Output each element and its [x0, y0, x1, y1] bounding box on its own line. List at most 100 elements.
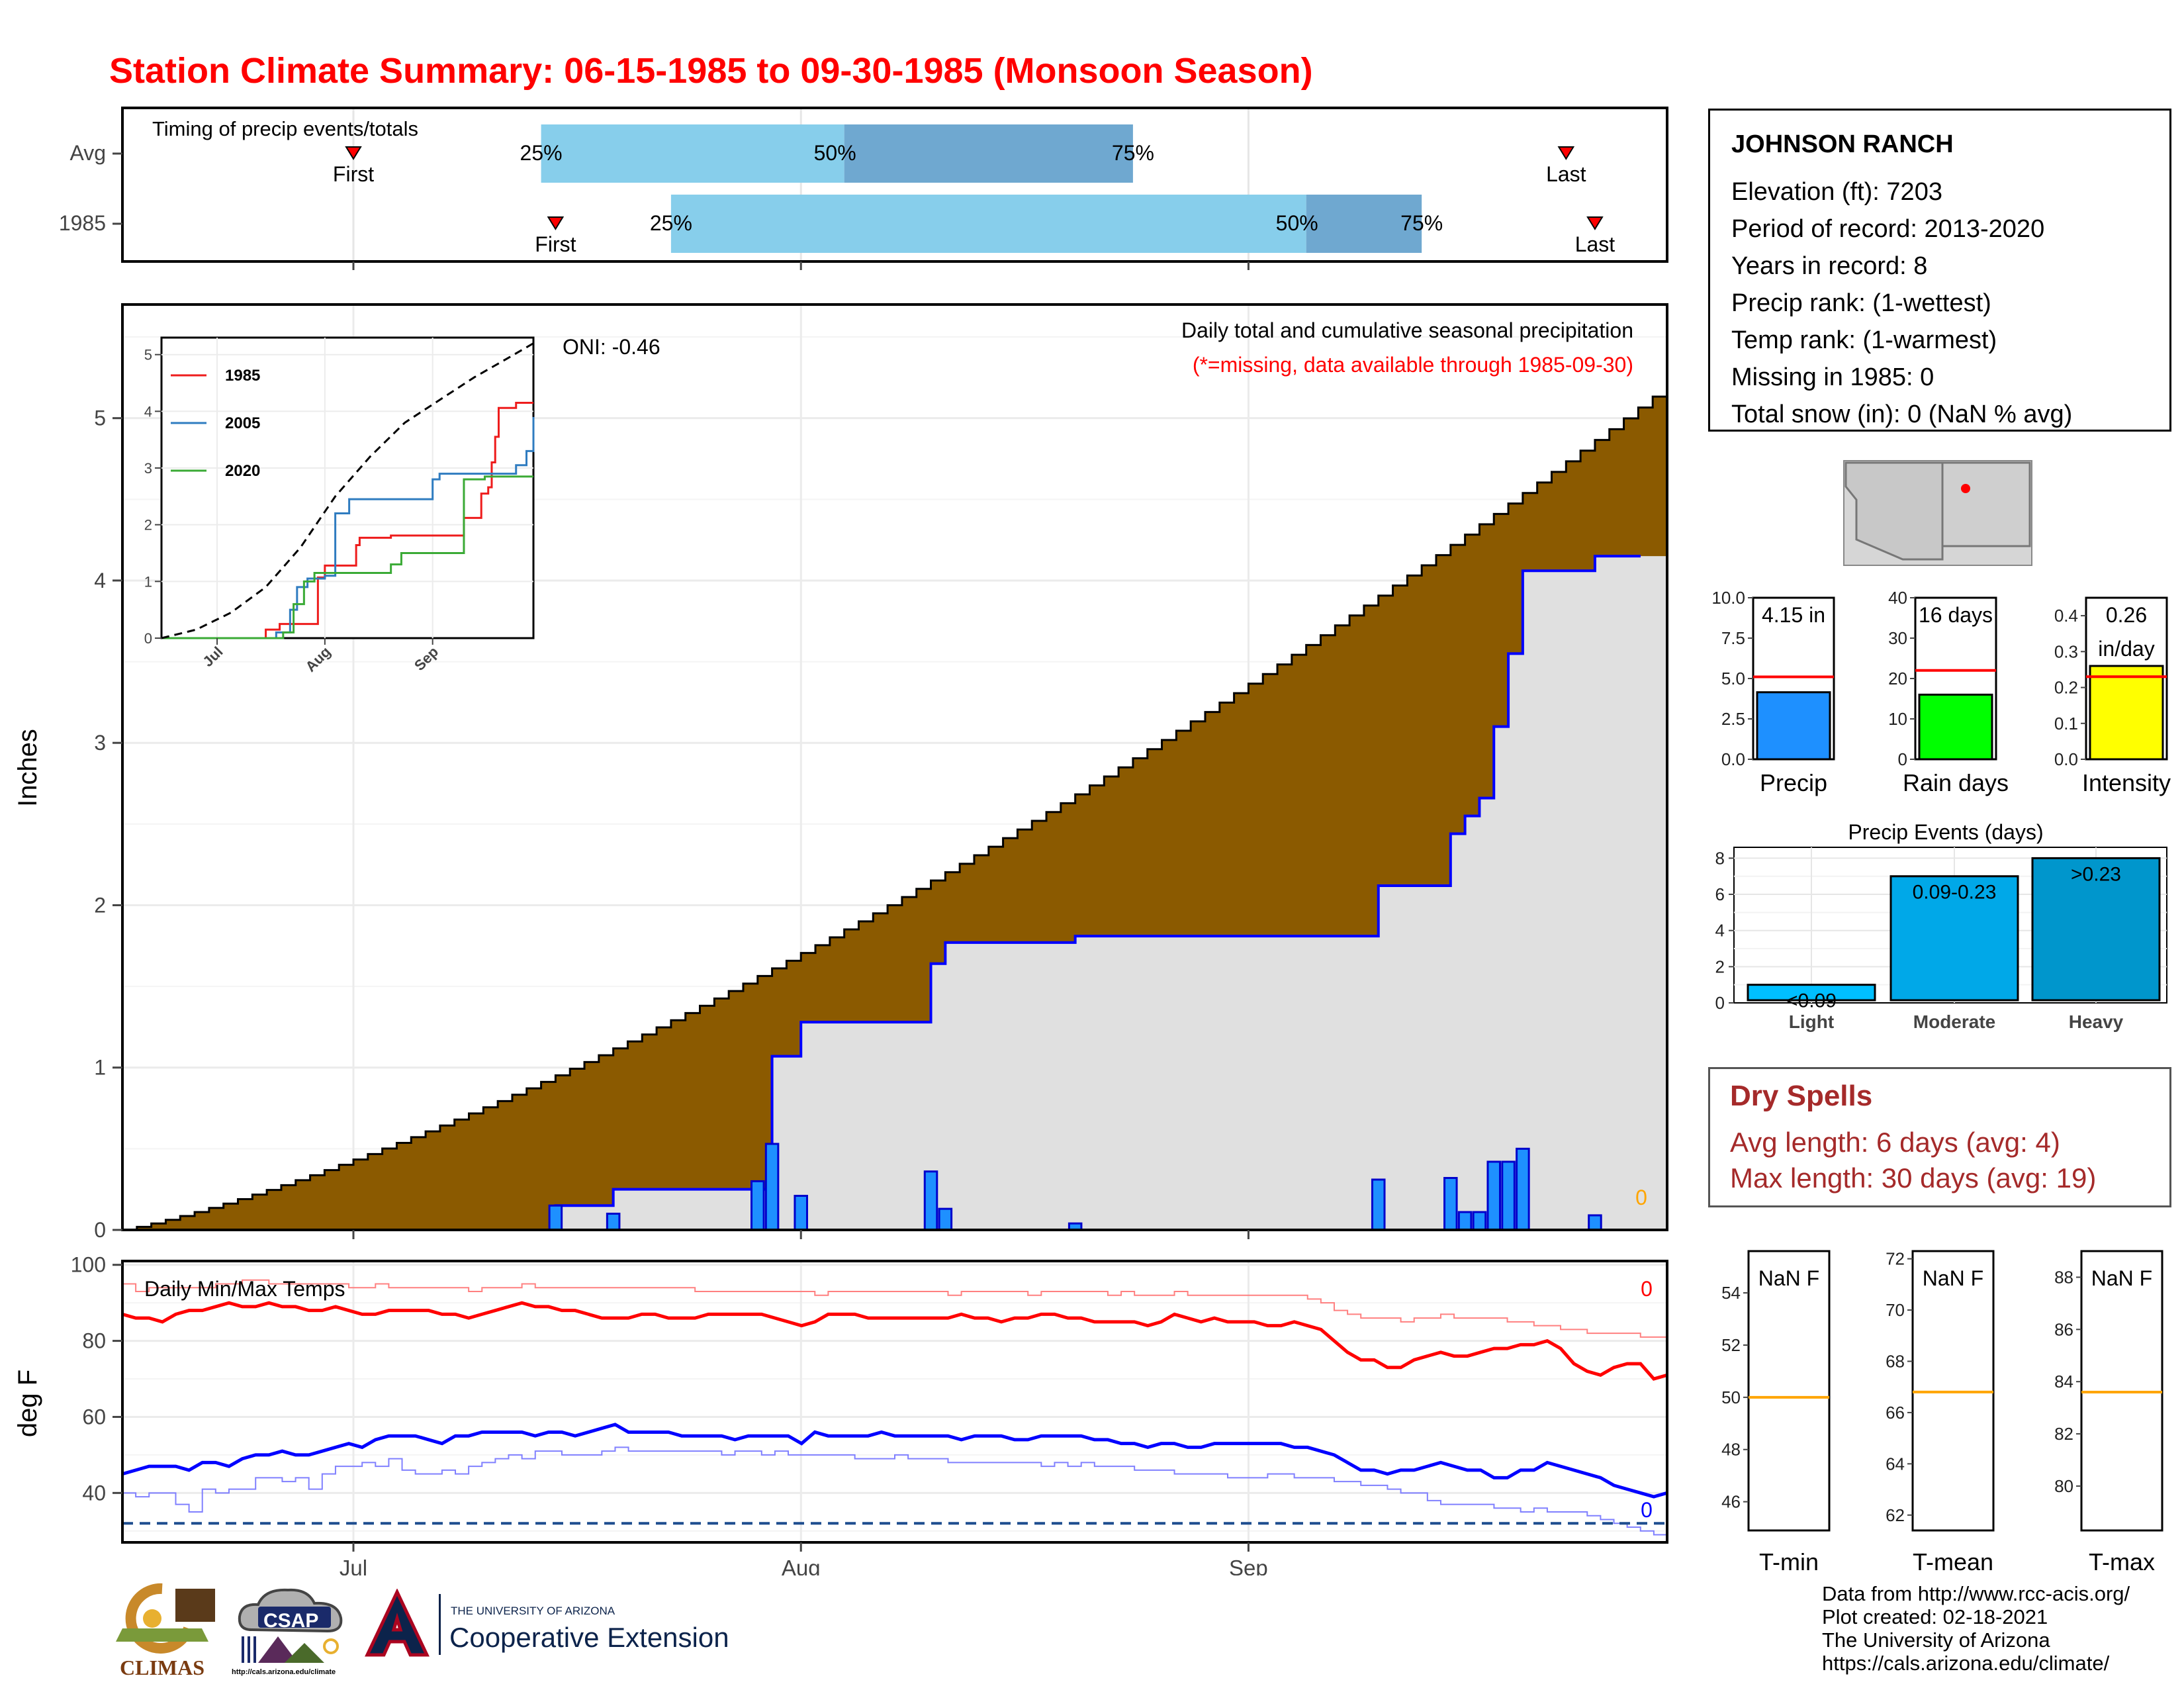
summary-bar-tick-label: 5.0 [1721, 669, 1745, 688]
timing-last-marker-icon [1586, 216, 1604, 230]
events-y-tick-label: 8 [1715, 848, 1725, 868]
timing-last-label: Last [1546, 162, 1586, 186]
timing-p25-label: 25% [520, 141, 563, 165]
inset-series-line-2005 [161, 416, 535, 639]
precip-y-axis-label: Inches [13, 729, 42, 807]
events-category-label: Light [1789, 1011, 1834, 1032]
temp-summary-frame [1747, 1250, 1831, 1532]
station-info-box: JOHNSON RANCH Elevation (ft): 7203 Period… [1708, 109, 2171, 432]
summary-bar-precip [1756, 691, 1831, 761]
station-name: JOHNSON RANCH [1731, 130, 1954, 158]
daily-precip-bar [1443, 1177, 1458, 1231]
events-y-tick-label: 2 [1715, 957, 1725, 976]
temp-line-min [122, 1423, 1668, 1499]
timing-p75-label: 75% [1112, 141, 1154, 165]
temp-summary-value: NaN F [2091, 1266, 2152, 1290]
precip-y-tick-label: 2 [94, 893, 106, 917]
temp-summary-tick-label: 80 [2054, 1476, 2073, 1496]
summary-bar-value-unit: in/day [2098, 637, 2154, 661]
csap-logo-text: CSAP [263, 1610, 319, 1632]
daily-precip-bar [1486, 1160, 1502, 1231]
dry-spells-max: Max length: 30 days (avg: 19) [1730, 1162, 2097, 1194]
temp-x-tick-label: Sep [1229, 1556, 1268, 1575]
observed-cumulative-line [122, 555, 1641, 1231]
station-info-line: Missing in 1985: 0 [1731, 363, 1934, 391]
temp-summary-tick-label: 64 [1886, 1454, 1905, 1474]
temp-x-tick-label: Jul [340, 1556, 367, 1575]
precip-y-tick-label: 5 [94, 406, 106, 430]
daily-precip-bar [1588, 1214, 1602, 1231]
temp-panel-frame [121, 1260, 1668, 1544]
temp-summary-label: T-min [1759, 1548, 1819, 1575]
precip-missing-count: 0 [1635, 1186, 1647, 1209]
timing-panel: 25% 50% 75% First Last 25% 50% 75% First Last Tim… [59, 107, 1668, 270]
timing-bar-25-50 [541, 124, 844, 183]
events-bar-range-label: <0.09 [1786, 990, 1837, 1012]
temp-y-tick-label: 80 [82, 1329, 106, 1353]
inset-legend-label: 1985 [225, 367, 260, 385]
precip-y-tick-label: 3 [94, 731, 106, 755]
daily-precip-bar [923, 1170, 938, 1231]
daily-precip-bar [764, 1143, 780, 1231]
timing-first-label: First [535, 232, 576, 256]
page-title: Station Climate Summary: 06-15-1985 to 0… [109, 51, 1313, 91]
summary-bar-tick-label: 0.2 [2054, 678, 2078, 698]
timing-p50-label: 50% [814, 141, 856, 165]
temp-summary-tick-label: 48 [1721, 1440, 1741, 1460]
precip-missing-note: (*=missing, data available through 1985-… [1193, 353, 1633, 377]
events-y-tick-label: 6 [1715, 884, 1725, 904]
temp-missing-min: 0 [1641, 1498, 1653, 1522]
temp-summary-tick-label: 86 [2054, 1319, 2073, 1339]
events-y-tick-label: 0 [1715, 993, 1725, 1013]
daily-precip-bar [751, 1180, 765, 1231]
temp-summary-tick-label: 62 [1886, 1505, 1905, 1525]
summary-bar-tick-label: 0.3 [2054, 641, 2078, 661]
precip-panel-frame [121, 303, 1668, 1231]
ua-name: THE UNIVERSITY OF ARIZONA [451, 1605, 615, 1617]
summary-bar-tick-label: 7.5 [1721, 628, 1745, 648]
temp-y-tick-label: 60 [82, 1405, 106, 1429]
temp-line-avg-min [122, 1446, 1668, 1539]
temp-line-avg-max [122, 1279, 1667, 1338]
temp-summary-tick-label: 68 [1886, 1351, 1905, 1371]
daily-precip-bar [1457, 1211, 1473, 1231]
temp-summary-tick-label: 54 [1721, 1283, 1741, 1303]
timing-p25-label: 25% [650, 211, 692, 235]
timing-bar-25-50 [670, 195, 1306, 253]
footer-line: https://cals.arizona.edu/climate/ [1822, 1652, 2110, 1675]
events-bar-light [1747, 984, 1876, 1002]
events-bar-moderate [1889, 875, 2019, 1002]
summary-bar-value: 4.15 in [1762, 603, 1825, 627]
precip-caption: Daily total and cumulative seasonal prec… [1181, 318, 1633, 342]
temp-summary-tick-label: 50 [1721, 1387, 1741, 1407]
daily-precip-bar [1501, 1160, 1516, 1231]
summary-bar-tick-label: 30 [1888, 628, 1907, 648]
footer-credits: Data from http://www.rcc-acis.org/ Plot … [1822, 1582, 2130, 1675]
temp-y-tick-label: 100 [71, 1253, 106, 1277]
summary-bar-tick-label: 0.0 [1721, 749, 1745, 769]
timing-last-marker-icon [1557, 146, 1575, 160]
station-info-line: Temp rank: (1-warmest) [1731, 326, 1997, 354]
inset-y-tick-label: 3 [144, 460, 152, 477]
station-info-line: Total snow (in): 0 (NaN % avg) [1731, 400, 2073, 428]
events-bar-range-label: >0.23 [2071, 863, 2121, 885]
oni-label: ONI: -0.46 [563, 335, 660, 359]
events-bar-heavy [2031, 857, 2161, 1002]
csap-logo: CSAP http://cals.arizona.edu/climate [232, 1583, 351, 1683]
summary-bar-tick-label: 0.0 [2054, 749, 2078, 769]
cooperative-extension-text: Cooperative Extension [449, 1622, 729, 1653]
timing-bar-50-75 [1306, 195, 1422, 253]
arizona-a-icon [365, 1589, 430, 1657]
summary-bar-value: 16 days [1919, 603, 1993, 627]
temp-summary-tick-label: 72 [1886, 1249, 1905, 1269]
inset-series-line-2020 [161, 475, 533, 639]
arizona-locator-map [1843, 460, 2032, 566]
temp-panel-label: Daily Min/Max Temps [144, 1277, 345, 1301]
summary-bar-label: Precip [1760, 769, 1827, 796]
temp-summary: 46 48 50 52 54 NaN F T-min 62 64 66 68 70 72 NaN F T-m… [1721, 1249, 2163, 1575]
inset-series-line-1985 [161, 402, 533, 639]
summary-bar-value: 0.26 [2106, 603, 2147, 627]
precip-y-tick-label: 4 [94, 569, 106, 592]
timing-row-label-avg: Avg [69, 141, 106, 165]
